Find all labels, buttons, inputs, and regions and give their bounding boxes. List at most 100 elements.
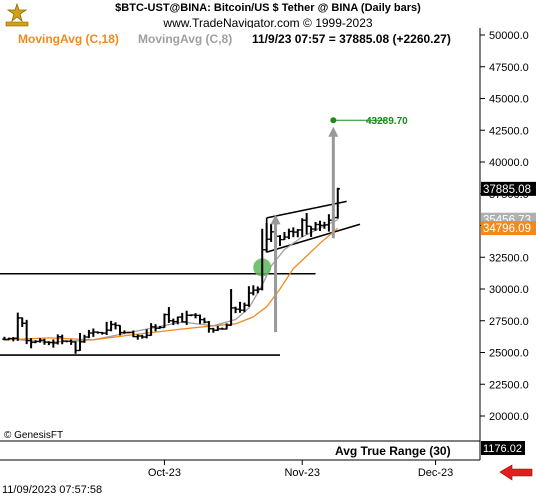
ma18-box: [481, 221, 536, 236]
price-bar: [171, 318, 176, 326]
price-bar: [2, 336, 7, 341]
price-bar: [180, 312, 185, 323]
atr-label: Avg True Range (30): [335, 444, 451, 458]
price-bar: [251, 285, 256, 296]
price-bar: [24, 319, 29, 345]
y-tick-label: 20000.0: [489, 411, 529, 423]
atr-value: 1176.02: [483, 443, 522, 455]
price-bar: [304, 213, 309, 235]
price-bar: [291, 227, 296, 238]
price-bar: [175, 316, 180, 325]
price-readout: 11/9/23 07:57 = 37885.08 (+2260.27): [252, 32, 451, 46]
price-bar: [28, 338, 34, 349]
price-bar: [33, 340, 38, 344]
target-label: 43289.70: [366, 116, 408, 127]
price-bar: [73, 341, 78, 354]
y-tick-label: 22500.0: [489, 379, 529, 391]
target-dot: [330, 117, 337, 124]
price-bar: [100, 331, 105, 335]
price-bar: [220, 327, 225, 330]
price-bar: [242, 302, 247, 313]
y-tick-label: 30000.0: [489, 284, 529, 296]
price-bar: [286, 228, 292, 240]
price-bar: [86, 329, 92, 339]
price-bar: [326, 214, 332, 232]
logo-icon: [2, 2, 32, 28]
price-bar: [193, 313, 198, 319]
price-bar: [233, 306, 238, 314]
arrow-head: [270, 214, 281, 225]
price-bar: [42, 338, 47, 345]
x-tick-label: Dec-23: [418, 467, 453, 479]
last-price-box: [481, 181, 536, 196]
price-bar: [91, 328, 96, 337]
price-bar: [148, 323, 154, 337]
price-bar: [308, 225, 314, 237]
price-bar: [295, 229, 300, 238]
price-bar: [282, 231, 287, 241]
price-bar: [228, 289, 234, 326]
price-bar: [166, 307, 172, 323]
price-bar: [37, 338, 43, 343]
flagpole-arrow: [270, 214, 281, 333]
y-tick-label: 50000.0: [489, 30, 529, 42]
ma18-line: [4, 227, 339, 341]
price-bar: [224, 323, 229, 330]
price-bar: [197, 314, 203, 324]
price-bar: [317, 220, 323, 231]
price-bar: [6, 337, 12, 341]
price-bar: [144, 329, 149, 339]
price-bar: [237, 301, 243, 313]
atr-value-box: [481, 441, 525, 455]
price-bar: [140, 334, 145, 339]
price-bar: [55, 334, 60, 345]
price-bar: [15, 312, 20, 341]
price-bar: [202, 317, 207, 324]
price-bar: [260, 228, 265, 291]
x-tick-label: Nov-23: [284, 467, 319, 479]
price-bar: [46, 341, 52, 346]
projection-arrow: [328, 126, 339, 239]
price-bar: [322, 221, 327, 229]
website-label: www.TradeNavigator.com © 1999-2023: [163, 16, 373, 30]
price-bar: [184, 310, 189, 325]
timestamp-label: 11/09/2023 07:57:58: [2, 484, 102, 496]
price-bar: [95, 331, 100, 334]
price-bar: [300, 218, 305, 237]
price-bar: [135, 334, 140, 340]
price-bar: [153, 324, 158, 332]
ma8-legend: MovingAvg (C,8): [138, 32, 232, 46]
price-bar: [113, 322, 118, 330]
price-bar: [126, 331, 132, 334]
price-bar: [211, 327, 216, 333]
x-tick-label: Oct-23: [148, 467, 181, 479]
price-bar: [215, 325, 220, 332]
price-bar: [188, 314, 194, 317]
price-bar: [246, 286, 252, 307]
nav-arrow-icon[interactable]: [499, 464, 533, 481]
price-bar: [60, 334, 65, 345]
price-bar: [162, 313, 167, 329]
price-bar: [335, 187, 340, 219]
ma18-legend: MovingAvg (C,18): [18, 32, 119, 46]
copyright-label: © GenesisFT: [4, 430, 63, 441]
price-bar: [264, 222, 269, 253]
ma18-value: 34796.09: [483, 223, 531, 235]
y-tick-label: 25000.0: [489, 348, 529, 360]
price-bar: [20, 317, 25, 327]
y-tick-label: 47500.0: [489, 62, 529, 74]
price-bar: [122, 330, 127, 334]
price-bar: [206, 321, 212, 333]
y-tick-label: 32500.0: [489, 252, 529, 264]
price-bar: [268, 223, 274, 243]
price-bar: [277, 235, 283, 246]
y-tick-label: 40000.0: [489, 157, 529, 169]
price-bar: [64, 340, 69, 343]
price-bar: [82, 334, 87, 343]
price-bar: [255, 286, 260, 294]
arrow-head: [328, 126, 339, 137]
chart-title: $BTC-UST@BINA: Bitcoin/US $ Tether @ BIN…: [115, 2, 421, 14]
y-tick-label: 27500.0: [489, 316, 529, 328]
price-bar: [313, 221, 318, 231]
